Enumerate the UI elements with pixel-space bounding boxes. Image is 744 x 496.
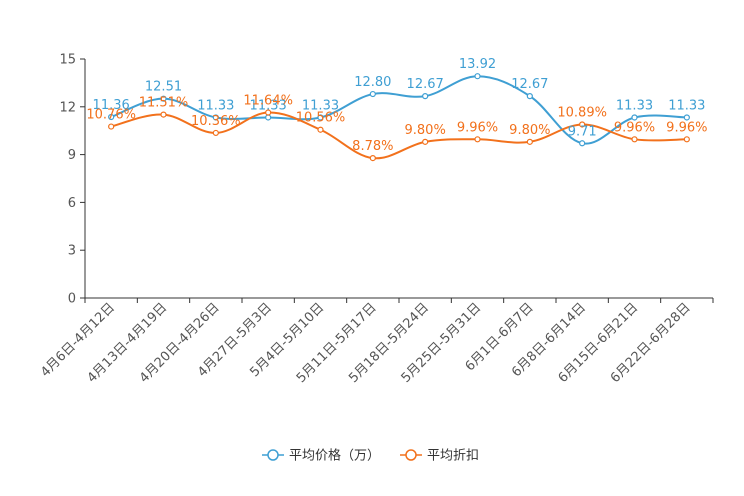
data-point[interactable]	[579, 121, 586, 128]
data-label: 11.33	[250, 98, 287, 113]
data-point[interactable]	[526, 138, 533, 145]
legend-item-0[interactable]: 平均价格（万）	[262, 448, 380, 464]
data-point[interactable]	[265, 109, 272, 116]
data-point[interactable]	[579, 140, 586, 147]
data-label: 8.78%	[352, 139, 393, 154]
data-label: 10.36%	[191, 114, 241, 129]
data-point[interactable]	[474, 73, 481, 80]
data-label: 10.76%	[86, 108, 136, 123]
data-label: 11.64%	[243, 94, 293, 109]
data-point[interactable]	[108, 113, 115, 121]
data-point[interactable]	[369, 90, 376, 98]
data-label: 9.71	[568, 124, 597, 139]
legend-marker	[267, 449, 279, 461]
data-point[interactable]	[317, 114, 324, 121]
data-label: 9.80%	[405, 123, 446, 138]
data-point[interactable]	[683, 136, 690, 143]
legend[interactable]: 平均价格（万） 平均折扣	[262, 448, 479, 464]
data-label: 12.80	[354, 75, 391, 90]
data-point[interactable]	[631, 114, 638, 121]
y-tick-label: 3	[68, 244, 76, 259]
data-point[interactable]	[526, 93, 533, 100]
data-label: 11.51%	[139, 96, 189, 111]
data-point[interactable]	[108, 123, 115, 130]
data-point[interactable]	[422, 93, 429, 100]
data-point[interactable]	[422, 138, 429, 145]
data-point[interactable]	[160, 111, 167, 118]
data-point[interactable]	[317, 126, 324, 133]
data-point[interactable]	[265, 114, 272, 121]
data-label: 10.56%	[296, 111, 346, 126]
legend-item-1[interactable]: 平均折扣	[400, 449, 479, 464]
y-tick-label: 12	[59, 100, 76, 115]
data-label: 9.96%	[666, 120, 707, 135]
y-tick-label: 9	[68, 148, 76, 163]
data-label: 11.33	[616, 98, 653, 113]
data-point[interactable]	[369, 155, 376, 162]
data-labels: 11.36 12.51 11.33 11.33 11.33 12.80 12.67 13.92…	[86, 57, 707, 154]
legend-label: 平均价格（万）	[289, 448, 380, 464]
data-label: 10.89%	[557, 105, 607, 120]
data-label: 9.80%	[509, 123, 550, 138]
legend-marker	[405, 449, 417, 461]
series-line-1	[110, 111, 687, 160]
data-label: 12.67	[511, 77, 548, 92]
data-point[interactable]	[212, 129, 219, 137]
data-point[interactable]	[631, 136, 638, 143]
series-lines	[108, 73, 690, 162]
data-point[interactable]	[160, 95, 167, 102]
data-label: 11.36	[93, 98, 130, 113]
y-tick-label: 15	[59, 53, 76, 68]
data-label: 11.33	[197, 98, 234, 113]
data-label: 9.96%	[457, 120, 498, 135]
data-label: 12.67	[407, 77, 444, 92]
y-tick-label: 6	[68, 196, 76, 211]
data-label: 12.51	[145, 80, 182, 95]
data-label: 9.96%	[614, 120, 655, 135]
data-label: 11.33	[668, 98, 705, 113]
y-tick-label: 0	[68, 292, 76, 307]
data-label: 13.92	[459, 57, 496, 72]
data-point[interactable]	[474, 136, 481, 143]
data-label: 11.33	[302, 98, 339, 113]
legend-label: 平均折扣	[427, 449, 479, 464]
data-point[interactable]	[212, 114, 219, 121]
data-point[interactable]	[683, 114, 690, 121]
